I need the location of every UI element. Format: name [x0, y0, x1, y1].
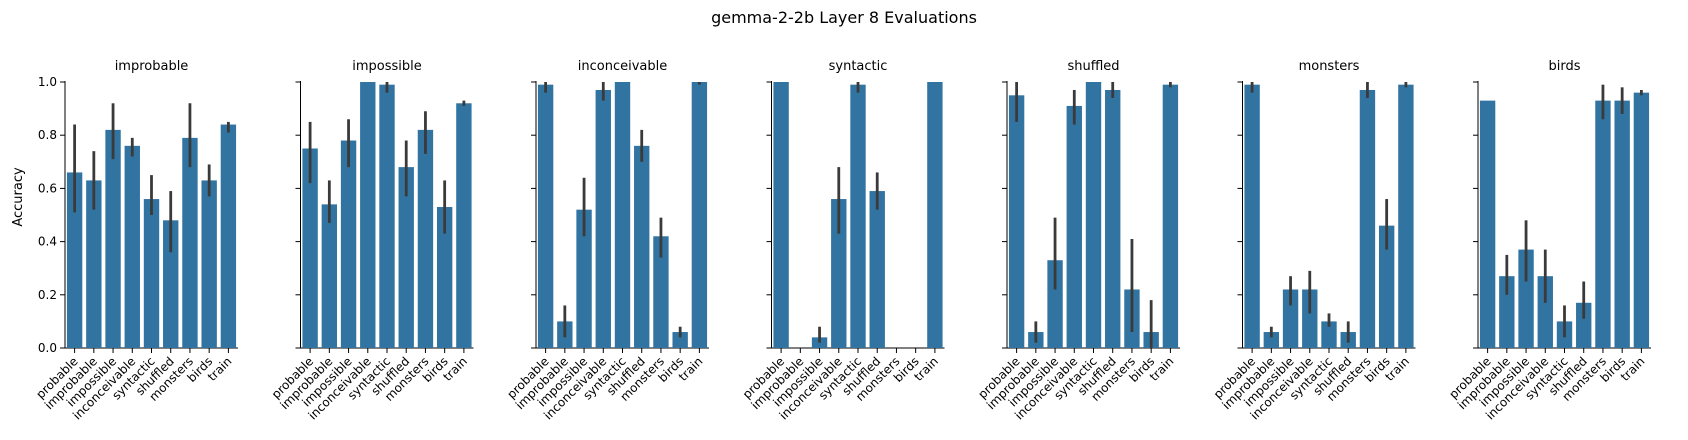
bar-inconceivable: [1302, 289, 1318, 348]
bar-shuffled: [869, 191, 885, 348]
y-tick-label: 0.0: [38, 341, 57, 355]
y-tick-label: 0.8: [38, 128, 57, 142]
y-axis-label: Accuracy: [11, 167, 26, 227]
bar-impossible: [1282, 289, 1299, 348]
panel-title: impossible: [352, 59, 422, 74]
panel-1: impossibleprobableimprobableimpossiblein…: [269, 59, 474, 423]
panel-title: syntactic: [829, 59, 888, 74]
bar-probable: [1244, 84, 1260, 348]
bar-shuffled: [1576, 302, 1592, 348]
y-tick-label: 1.0: [38, 75, 57, 89]
bar-probable: [537, 84, 554, 348]
panel-5: monstersprobableimprobableimpossibleinco…: [1211, 59, 1416, 423]
bar-train: [927, 82, 943, 348]
bar-syntactic: [143, 199, 160, 348]
panels-group: improbable0.00.20.40.60.81.0probableimpr…: [33, 59, 1651, 423]
panel-2: inconceivableprobableimprobableimpossibl…: [504, 59, 709, 423]
bar-impossible: [1518, 249, 1534, 348]
bar-syntactic: [1085, 82, 1102, 348]
bar-improbable: [86, 180, 102, 348]
bar-shuffled: [398, 167, 414, 348]
bar-birds: [1614, 100, 1630, 349]
bar-improbable: [321, 204, 338, 348]
bar-syntactic: [850, 84, 866, 348]
panel-title: inconceivable: [578, 59, 667, 74]
bar-monsters: [1595, 100, 1611, 349]
bar-birds: [436, 207, 453, 348]
panel-0: improbable0.00.20.40.60.81.0probableimpr…: [33, 59, 238, 423]
bar-probable: [302, 148, 318, 348]
bar-shuffled: [163, 220, 179, 348]
bar-monsters: [417, 129, 434, 348]
bar-inconceivable: [360, 82, 376, 348]
bar-inconceivable: [124, 145, 140, 348]
bar-probable: [1008, 95, 1025, 348]
bar-monsters: [653, 236, 669, 348]
bar-birds: [1378, 225, 1395, 348]
panel-title: shuffled: [1067, 59, 1119, 74]
bar-impossible: [105, 129, 121, 348]
y-tick-label: 0.2: [38, 288, 57, 302]
bar-monsters: [1359, 89, 1376, 348]
panel-3: syntacticprobableimprobableimpossibleinc…: [740, 59, 945, 423]
bar-train: [456, 103, 472, 348]
bar-shuffled: [1105, 89, 1121, 348]
bar-impossible: [576, 209, 592, 348]
bar-train: [1398, 84, 1414, 348]
panel-6: birdsprobableimprobableimpossibleinconce…: [1446, 59, 1651, 423]
bar-monsters: [182, 137, 198, 348]
bar-inconceivable: [1537, 276, 1553, 348]
bar-probable: [1479, 100, 1496, 349]
bar-impossible: [1047, 260, 1063, 348]
bar-syntactic: [614, 82, 631, 348]
bar-train: [220, 124, 237, 348]
bar-train: [1633, 92, 1650, 348]
figure-title: gemma-2-2b Layer 8 Evaluations: [711, 8, 977, 27]
bar-shuffled: [634, 145, 650, 348]
bar-inconceivable: [595, 89, 611, 348]
bar-syntactic: [1321, 321, 1337, 348]
panel-title: monsters: [1299, 59, 1360, 74]
bar-syntactic: [379, 84, 395, 348]
bar-birds: [201, 180, 217, 348]
bar-improbable: [1263, 332, 1280, 348]
bar-probable: [66, 172, 83, 348]
bar-improbable: [1499, 276, 1515, 348]
bar-probable: [773, 82, 789, 348]
panel-4: shuffledprobableimprobableimpossibleinco…: [975, 59, 1180, 423]
bar-inconceivable: [1066, 105, 1082, 348]
bar-impossible: [340, 140, 357, 348]
bar-inconceivable: [831, 199, 847, 348]
bar-train: [691, 82, 708, 348]
y-tick-label: 0.4: [38, 235, 57, 249]
bar-birds: [672, 332, 688, 348]
panel-title: birds: [1548, 59, 1580, 74]
panel-title: improbable: [115, 59, 189, 74]
y-tick-label: 0.6: [38, 181, 57, 195]
bar-train: [1162, 84, 1179, 348]
